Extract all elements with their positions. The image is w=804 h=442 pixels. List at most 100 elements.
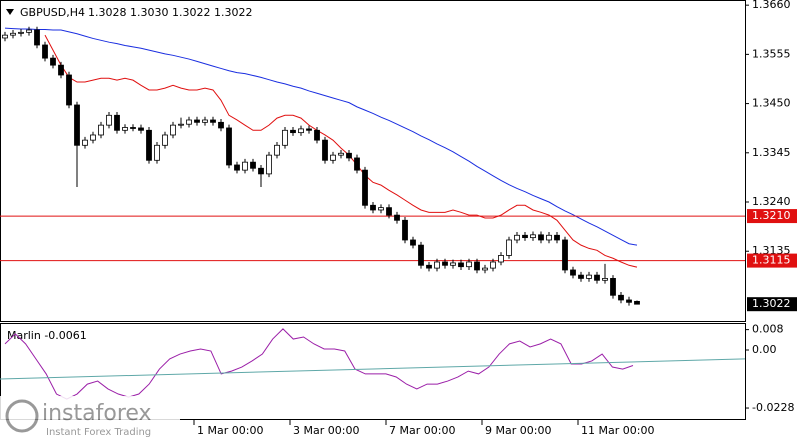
candle-body [290,129,296,134]
x-tick-label: 9 Mar 00:00 [485,424,551,437]
candle-body [338,152,344,156]
candle-body [410,239,416,246]
candle-body [50,57,56,66]
candle-body [258,167,264,175]
y-tick-label: 0.008 [752,323,784,336]
candle-body [66,74,72,106]
candle-body [330,154,336,161]
candle-body [26,29,32,33]
y-tick-label: 1.3345 [752,146,791,159]
x-tick-label: 7 Mar 00:00 [389,424,455,437]
last-price-label: 1.3022 [752,297,791,310]
collapse-icon [6,9,14,15]
candle-body [218,121,224,129]
candle-body [226,127,232,166]
candle-body [18,31,24,34]
candle-body [394,214,400,221]
candle-body [34,29,40,46]
candle-body [370,204,376,211]
x-tick-label: 3 Mar 00:00 [293,424,359,437]
candle-body [234,164,240,171]
candle-body [202,119,208,123]
candle-body [530,234,536,239]
candle-body [474,261,480,271]
indicator-title: Marlin -0.0061 [7,329,87,342]
candle-body [562,239,568,271]
candle-body [242,161,248,171]
candle-body [90,134,96,141]
candle-body [74,104,80,146]
y-tick-label: 1.3555 [752,47,791,60]
candle-body [378,207,384,211]
candle-body [434,261,440,269]
candle-body [354,157,360,171]
indicator-frame [0,323,746,420]
x-tick-label: 1 Mar 00:00 [197,424,263,437]
header-value: 1.3022 [172,6,211,19]
candle-body [10,32,16,36]
y-tick-label: 1.3660 [752,0,791,11]
candle-body [442,261,448,266]
candle-body [426,264,432,269]
candle-body [146,129,152,161]
candle-body [570,269,576,276]
candle-body [346,152,352,159]
level-label-bg [747,253,797,268]
candle-body [522,234,528,239]
y-tick-label: -0.0228 [752,401,794,414]
candle-body [194,119,200,123]
moving-average [4,27,638,246]
last-price-bg [747,297,797,312]
candle-body [130,127,136,129]
candle-body [322,139,328,161]
candle-body [554,234,560,241]
candle-body [122,127,128,131]
candle-body [186,119,192,125]
watermark-logo [5,399,39,433]
y-tick-label: 1.3240 [752,195,791,208]
y-tick-label: 0.00 [752,343,777,356]
candle-body [594,274,600,281]
candle-body [386,207,392,216]
indicator-line [4,328,634,400]
candle-body [450,262,456,266]
indicator-line [0,358,746,380]
candle-body [106,114,112,126]
candle-body [170,124,176,136]
candle-body [586,274,592,279]
candle-body [418,244,424,266]
candle-body [154,144,160,161]
candle-body [626,299,632,303]
candle-body [266,154,272,175]
level-label: 1.3115 [752,254,791,267]
symbol-title: GBPUSD,H4 [20,6,85,19]
watermark-tagline: Instant Forex Trading [46,427,151,438]
candle-body [402,219,408,241]
candle-body [98,124,104,136]
candle-body [602,278,608,281]
candle-body [514,234,520,241]
candle-body [282,129,288,146]
level-label: 1.3210 [752,209,791,222]
candle-body [162,134,168,146]
candle-body [210,119,216,123]
x-tick-label: 11 Mar 00:00 [581,424,654,437]
candle-body [618,294,624,301]
header-value: 1.3028 [88,6,127,19]
candle-body [298,128,304,134]
candle-body [274,144,280,156]
header-value: 1.3030 [130,6,169,19]
candle-body [506,239,512,256]
candle-body [538,234,544,241]
candle-body [546,234,552,241]
candle-body [458,262,464,268]
y-tick-label: 1.3450 [752,97,791,110]
candle-body [466,261,472,268]
main-frame [0,0,746,322]
candle-body [314,129,320,141]
watermark: instaforex Instant Forex Trading [0,396,180,442]
header-value: 1.3022 [214,6,253,19]
candle-body [2,34,8,39]
candle-body [362,169,368,206]
